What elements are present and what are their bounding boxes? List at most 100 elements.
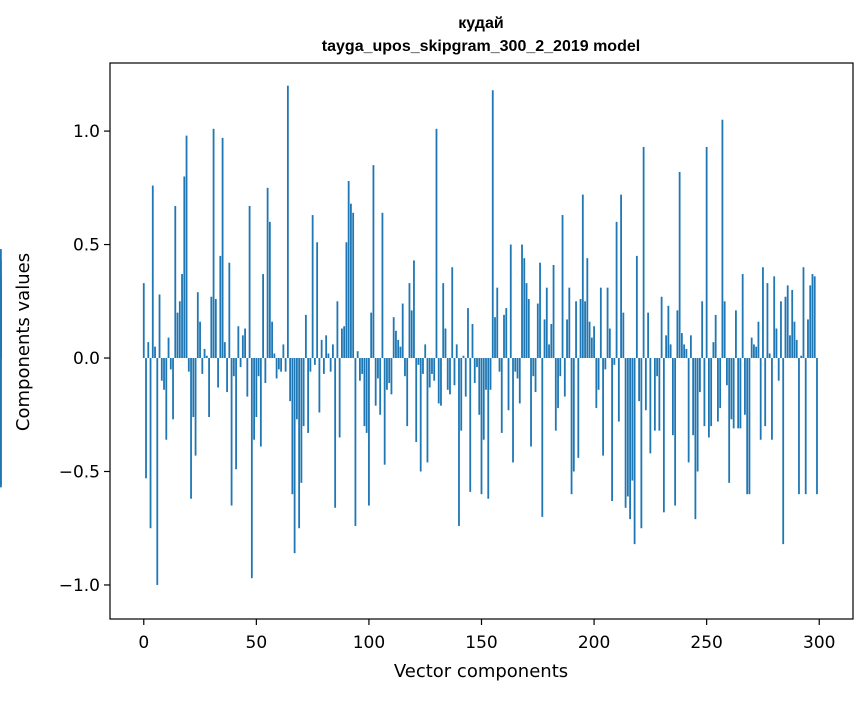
bar — [816, 358, 818, 494]
bar — [474, 358, 476, 383]
bar — [555, 358, 557, 431]
bar — [300, 358, 302, 483]
bar — [321, 340, 323, 358]
bar — [661, 297, 663, 358]
bar — [330, 358, 332, 372]
bar — [611, 358, 613, 501]
bar — [685, 349, 687, 358]
bar — [215, 299, 217, 358]
bar — [156, 358, 158, 585]
bar — [580, 299, 582, 358]
bar — [773, 276, 775, 358]
bar — [334, 358, 336, 508]
bar — [442, 283, 444, 358]
bar — [559, 358, 561, 376]
bar — [544, 319, 546, 358]
bar — [208, 358, 210, 417]
bar — [325, 335, 327, 358]
bar — [318, 358, 320, 412]
bar — [289, 358, 291, 401]
bar — [613, 358, 615, 365]
bar — [314, 358, 316, 365]
bar — [451, 267, 453, 358]
bar — [598, 358, 600, 390]
bar — [179, 301, 181, 358]
bar — [264, 358, 266, 383]
x-tick-label: 0 — [138, 633, 149, 653]
bar — [487, 358, 489, 499]
y-tick-label: 0.5 — [73, 236, 100, 256]
bar — [195, 358, 197, 456]
title-group: кудай tayga_upos_skipgram_300_2_2019 mod… — [322, 15, 640, 55]
bar — [481, 358, 483, 494]
bar — [688, 358, 690, 462]
bar — [447, 358, 449, 390]
bar — [690, 335, 692, 358]
bar — [206, 356, 208, 358]
bar — [0, 358, 2, 487]
bar — [719, 358, 721, 408]
bar — [697, 358, 699, 471]
bar — [647, 313, 649, 358]
bar — [616, 222, 618, 358]
x-tick-label: 100 — [353, 633, 385, 653]
bar — [508, 358, 510, 410]
bar — [262, 274, 264, 358]
bar — [541, 358, 543, 517]
bar — [359, 358, 361, 381]
bar — [631, 358, 633, 481]
chart-title: кудай — [458, 15, 503, 32]
bar — [566, 319, 568, 358]
bar — [332, 344, 334, 358]
bar — [593, 326, 595, 358]
bar — [231, 358, 233, 506]
bar — [643, 147, 645, 358]
bar — [476, 358, 478, 367]
bar — [449, 358, 451, 394]
bar — [438, 358, 440, 403]
bar — [294, 358, 296, 553]
chart-subtitle: tayga_upos_skipgram_300_2_2019 model — [322, 38, 640, 55]
bar — [406, 358, 408, 426]
bar — [445, 329, 447, 359]
bar — [253, 358, 255, 440]
bar — [418, 358, 420, 365]
bar — [778, 358, 780, 381]
bar — [291, 358, 293, 494]
bar — [170, 358, 172, 369]
x-axis-label: Vector components — [394, 661, 568, 682]
bar — [674, 358, 676, 506]
bar — [413, 260, 415, 358]
bar — [546, 288, 548, 358]
bar — [692, 358, 694, 435]
bar — [496, 288, 498, 358]
bar — [499, 358, 501, 372]
bar — [276, 358, 278, 378]
bar — [352, 213, 354, 358]
bar — [737, 358, 739, 428]
bar — [346, 242, 348, 358]
bar — [246, 358, 248, 397]
bar — [210, 297, 212, 358]
bar — [665, 335, 667, 358]
bar — [147, 342, 149, 358]
bar — [731, 358, 733, 419]
bar — [670, 344, 672, 358]
x-tick-label: 300 — [803, 633, 835, 653]
bar — [397, 340, 399, 358]
bar — [553, 265, 555, 358]
bar — [204, 349, 206, 358]
bar — [379, 358, 381, 415]
bar — [249, 206, 251, 358]
bar — [704, 358, 706, 426]
bar — [150, 358, 152, 528]
bar — [458, 358, 460, 526]
bar — [460, 358, 462, 431]
bar — [429, 358, 431, 388]
bar — [183, 176, 185, 358]
bar — [384, 358, 386, 465]
bar — [258, 358, 260, 376]
bar — [715, 315, 717, 358]
bar — [789, 335, 791, 358]
